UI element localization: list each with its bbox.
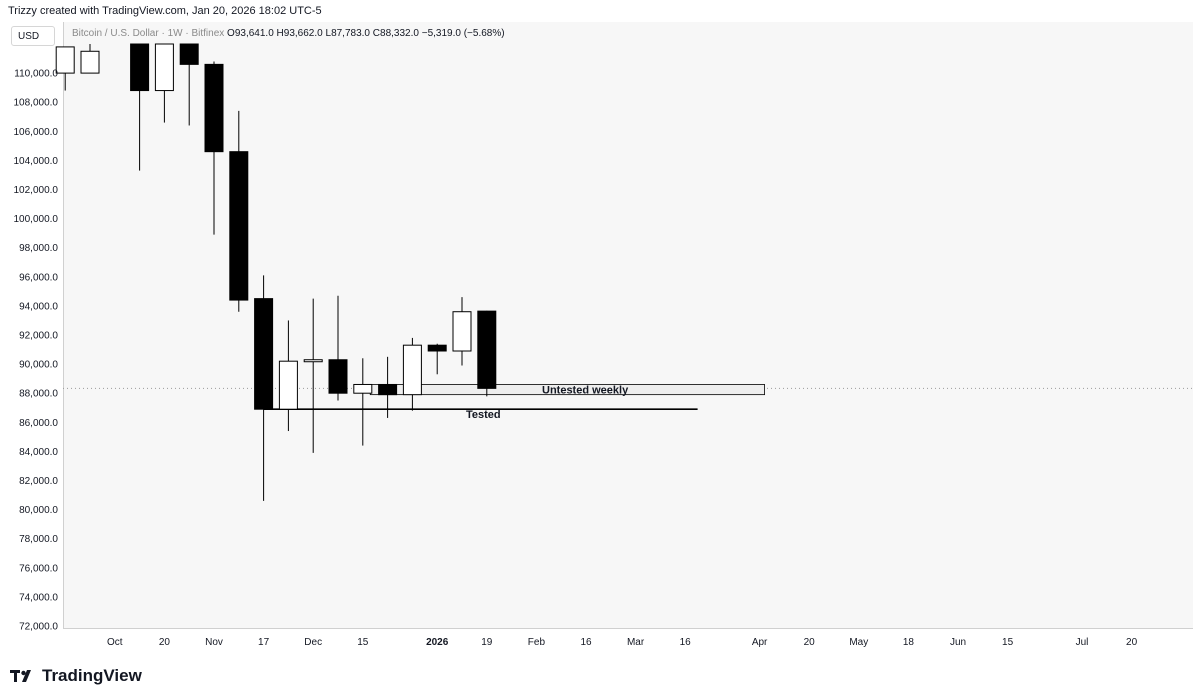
y-tick-label: 110,000.0 — [14, 69, 58, 80]
untested-weekly-label: Untested weekly — [542, 385, 629, 397]
legend-close-label: C — [372, 28, 381, 39]
annotations-layer: Untested weekly Tested — [263, 384, 765, 421]
tradingview-logo[interactable]: TradingView — [10, 666, 142, 686]
candle-body — [130, 43, 150, 92]
legend-change: −5,319.0 (−5.68%) — [421, 28, 505, 39]
x-tick-label: 2026 — [426, 637, 449, 648]
candle-body — [353, 383, 373, 394]
candle[interactable] — [402, 337, 422, 411]
y-tick-label: 78,000.0 — [19, 534, 58, 545]
candle[interactable] — [154, 43, 174, 123]
x-tick-label: Jun — [950, 637, 966, 648]
candle[interactable] — [378, 356, 398, 418]
legend-high: 93,662.0 — [283, 28, 323, 39]
y-tick-label: 92,000.0 — [19, 331, 58, 342]
chart-plot-area[interactable] — [63, 22, 1193, 629]
candle[interactable] — [353, 358, 373, 446]
y-tick-label: 88,000.0 — [19, 389, 58, 400]
y-tick-label: 84,000.0 — [19, 447, 58, 458]
x-tick-label: 19 — [481, 637, 493, 648]
x-tick-label: Apr — [752, 637, 768, 648]
y-tick-label: 104,000.0 — [14, 156, 59, 167]
candle[interactable] — [55, 46, 75, 91]
candle-body — [80, 50, 100, 74]
legend-low: 87,783.0 — [331, 28, 370, 39]
x-tick-label: 15 — [1002, 637, 1014, 648]
candle-body — [452, 311, 472, 352]
x-tick-label: Feb — [528, 637, 546, 648]
candle-body — [402, 344, 422, 396]
y-tick-label: 96,000.0 — [19, 272, 58, 283]
candle[interactable] — [80, 44, 100, 74]
symbol-legend: Bitcoin / U.S. Dollar · 1W · Bitfinex O9… — [72, 28, 505, 39]
y-axis: 110,000.0 108,000.0 106,000.0 104,000.0 102,… — [14, 69, 59, 633]
candle[interactable] — [229, 110, 249, 312]
candle[interactable] — [303, 298, 323, 453]
x-tick-label: 16 — [680, 637, 692, 648]
candle-body — [254, 298, 274, 410]
x-tick-label: Jul — [1076, 637, 1089, 648]
symbol-name: Bitcoin / U.S. Dollar · 1W · Bitfinex — [72, 28, 225, 39]
legend-low-label: L — [325, 28, 332, 39]
x-tick-label: 16 — [580, 637, 592, 648]
x-tick-label: May — [849, 637, 868, 648]
y-tick-label: 90,000.0 — [19, 360, 58, 371]
candle[interactable] — [477, 310, 497, 397]
candle-body — [55, 46, 75, 74]
y-tick-label: 74,000.0 — [19, 592, 58, 603]
candle[interactable] — [278, 320, 298, 432]
y-tick-label: 98,000.0 — [19, 243, 58, 254]
currency-button[interactable]: USD — [11, 26, 55, 46]
candle-body — [179, 43, 199, 65]
x-tick-label: 17 — [258, 637, 270, 648]
x-tick-label: 20 — [159, 637, 171, 648]
y-tick-label: 106,000.0 — [14, 127, 59, 138]
tested-label: Tested — [466, 409, 501, 421]
candle[interactable] — [328, 295, 348, 401]
candles-layer — [55, 43, 497, 501]
tradingview-logo-icon — [10, 670, 31, 682]
candle[interactable] — [254, 275, 274, 501]
x-tick-label: 20 — [804, 637, 816, 648]
x-tick-label: Dec — [304, 637, 322, 648]
x-tick-label: Nov — [205, 637, 223, 648]
candle-body — [303, 359, 323, 363]
candle-body — [154, 43, 174, 92]
legend-high-label: H — [276, 28, 284, 39]
y-tick-label: 94,000.0 — [19, 301, 58, 312]
y-tick-label: 102,000.0 — [14, 185, 59, 196]
x-tick-label: 20 — [1126, 637, 1138, 648]
candle-body — [328, 359, 348, 394]
x-axis: Oct 20 Nov 17 Dec 15 2026 19 Feb 16 Mar 16 Apr 20 May 1… — [107, 637, 1138, 648]
candle[interactable] — [204, 61, 224, 235]
legend-open-label: O — [227, 28, 235, 39]
x-tick-label: 15 — [357, 637, 369, 648]
candle-body — [477, 310, 497, 389]
y-tick-label: 72,000.0 — [19, 622, 58, 633]
tradingview-logo-text: TradingView — [42, 666, 142, 685]
candle[interactable] — [179, 43, 199, 126]
y-tick-label: 80,000.0 — [19, 505, 58, 516]
legend-open: 93,641.0 — [234, 28, 274, 39]
candle-body — [278, 360, 298, 410]
legend-close: 88,332.0 — [380, 28, 419, 39]
y-tick-label: 82,000.0 — [19, 476, 58, 487]
x-tick-label: Oct — [107, 637, 123, 648]
y-tick-label: 100,000.0 — [14, 214, 59, 225]
candle-body — [378, 383, 398, 396]
candle[interactable] — [427, 343, 447, 375]
candle[interactable] — [130, 43, 150, 171]
x-tick-label: Mar — [627, 637, 645, 648]
candle-body — [427, 344, 447, 352]
x-tick-label: 18 — [903, 637, 915, 648]
candle-body — [229, 151, 249, 301]
candle[interactable] — [452, 297, 472, 366]
chart-attribution: Trizzy created with TradingView.com, Jan… — [8, 5, 322, 17]
candle-body — [204, 63, 224, 153]
y-tick-label: 86,000.0 — [19, 418, 58, 429]
y-tick-label: 108,000.0 — [14, 98, 59, 109]
y-tick-label: 76,000.0 — [19, 563, 58, 574]
